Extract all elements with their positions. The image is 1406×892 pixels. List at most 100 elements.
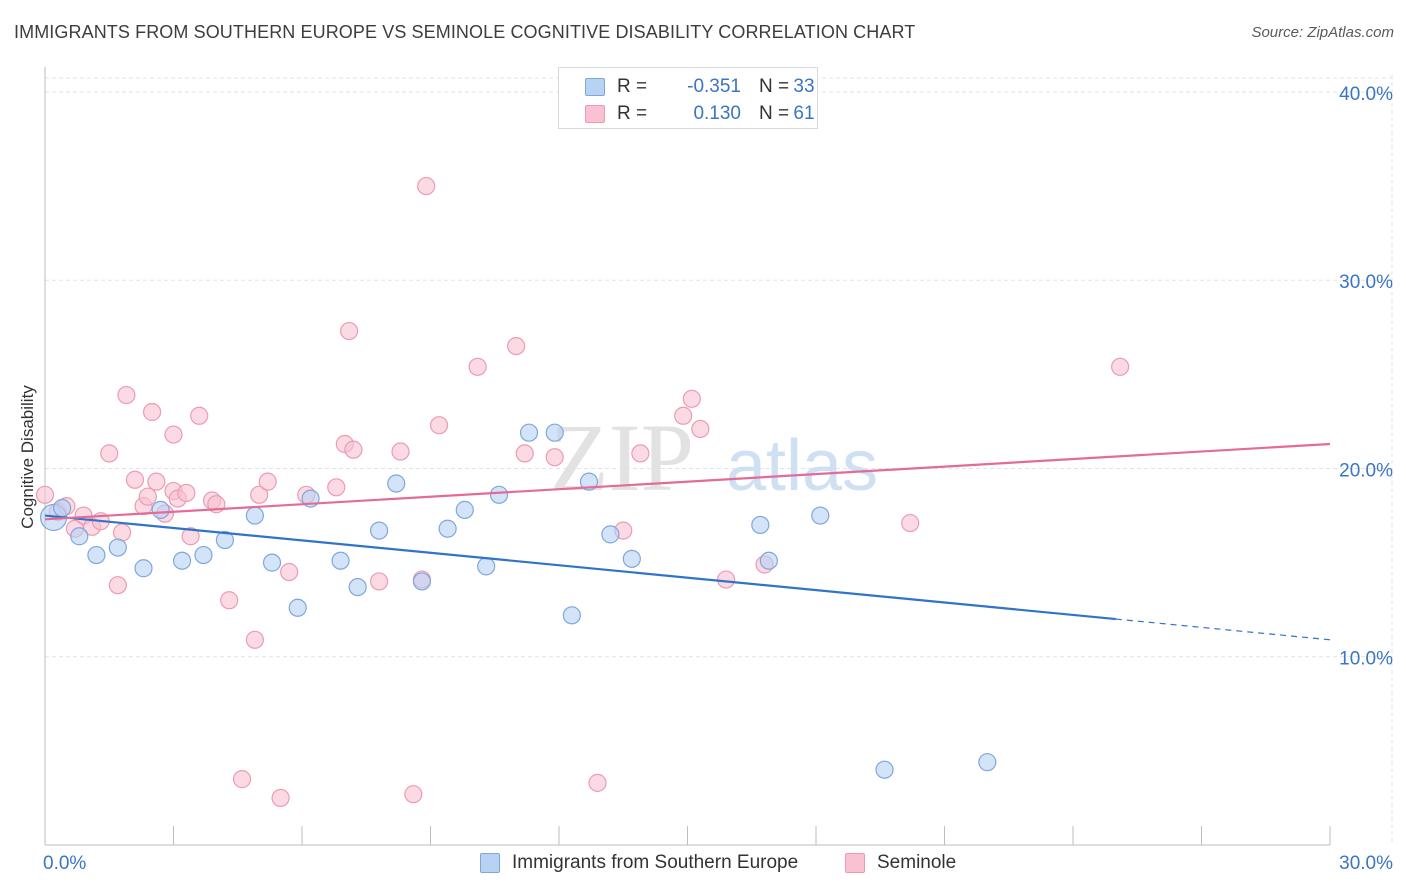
- seminole-point: [177, 483, 196, 503]
- immigrants-point: [108, 538, 127, 557]
- seminole-point: [901, 513, 920, 533]
- seminole-point: [35, 485, 55, 504]
- seminole-point: [220, 591, 239, 610]
- immigrants-point: [151, 500, 170, 519]
- seminole-point: [142, 402, 162, 422]
- immigrants-point: [579, 472, 599, 491]
- points-layer: [35, 176, 1130, 808]
- grid-layer: [45, 75, 1393, 845]
- seminole-point: [391, 442, 410, 461]
- seminole-point: [138, 487, 157, 506]
- seminole-point: [468, 357, 487, 376]
- seminole-point: [112, 523, 132, 542]
- immigrants-point: [70, 527, 89, 546]
- seminole-point: [164, 425, 183, 444]
- immigrants-point: [348, 577, 367, 597]
- seminole-point: [344, 440, 363, 459]
- immigrants-point: [134, 559, 153, 578]
- seminole-point: [147, 472, 166, 491]
- immigrants-point: [438, 519, 457, 538]
- immigrants-point: [288, 598, 307, 617]
- seminole-point: [588, 773, 607, 792]
- legend-label: Seminole: [877, 852, 957, 873]
- x-tick-label: 30.0%: [1339, 853, 1393, 874]
- immigrants-point: [811, 506, 830, 525]
- source-label: Source: ZipAtlas.com: [1251, 24, 1394, 41]
- seminole-point: [1111, 357, 1130, 376]
- seminole-point: [340, 321, 359, 341]
- r-label: R =: [617, 76, 648, 97]
- immigrants-point: [489, 485, 509, 504]
- seminole-point: [245, 630, 264, 649]
- legend-swatch-pink: [845, 853, 865, 873]
- immigrants-point: [759, 551, 778, 570]
- n-value: 61: [793, 103, 815, 124]
- seminole-point: [515, 444, 534, 463]
- legend-swatch-blue: [585, 78, 605, 96]
- y-tick-label: 20.0%: [1339, 460, 1393, 481]
- watermark-zip: ZIP: [550, 404, 694, 511]
- seminole-point: [429, 416, 449, 435]
- immigrants-point: [477, 557, 496, 576]
- immigrants-point: [87, 545, 106, 565]
- watermark-atlas: atlas: [726, 426, 878, 506]
- x-tick-label: 0.0%: [43, 853, 86, 874]
- seminole-point: [258, 472, 277, 491]
- immigrants-point: [875, 760, 894, 779]
- seminole-trendline: [44, 442, 1331, 521]
- seminole-point: [417, 176, 436, 196]
- legend-swatch-blue: [480, 853, 500, 873]
- seminole-point: [716, 570, 736, 589]
- seminole-point: [250, 485, 269, 504]
- immigrants-point: [519, 423, 539, 442]
- seminole-point: [108, 576, 127, 595]
- seminole-point: [631, 444, 650, 463]
- immigrants-point: [562, 606, 581, 625]
- immigrants-point: [370, 521, 389, 540]
- seminole-point: [545, 448, 564, 467]
- seminole-point: [280, 562, 299, 582]
- immigrants-trendline-extension: [1115, 618, 1331, 641]
- legend-swatch-pink: [585, 105, 605, 123]
- immigrants-point: [172, 551, 192, 570]
- seminole-point: [100, 444, 119, 463]
- trend-layer: [44, 442, 1331, 641]
- seminole-point: [404, 785, 423, 804]
- seminole-point: [691, 419, 710, 439]
- chart-title: IMMIGRANTS FROM SOUTHERN EUROPE VS SEMIN…: [14, 22, 916, 42]
- seminole-point: [232, 770, 252, 789]
- immigrants-point: [412, 572, 432, 591]
- seminole-point: [682, 389, 701, 408]
- immigrants-point: [545, 423, 564, 442]
- n-label: N =: [759, 76, 790, 97]
- y-tick-label: 30.0%: [1339, 272, 1393, 293]
- seminole-point: [181, 527, 200, 546]
- seminole-point: [190, 406, 209, 425]
- immigrants-point: [262, 553, 282, 572]
- immigrants-point: [53, 498, 72, 518]
- seminole-point: [370, 572, 389, 591]
- r-label: R =: [617, 103, 648, 124]
- immigrants-point: [978, 753, 997, 772]
- immigrants-point: [331, 551, 350, 570]
- n-label: N =: [759, 103, 790, 124]
- immigrants-point: [194, 545, 213, 565]
- seminole-point: [327, 478, 346, 497]
- r-value: 0.130: [693, 103, 741, 124]
- tick-label-layer: 10.0% 20.0% 30.0% 40.0% 0.0% 30.0%: [43, 84, 1393, 874]
- immigrants-point: [215, 530, 234, 550]
- y-tick-label: 10.0%: [1339, 649, 1393, 670]
- watermark: ZIP atlas: [550, 404, 878, 511]
- immigrants-point: [751, 515, 770, 535]
- immigrants-trendline: [44, 514, 1116, 621]
- n-value: 33: [793, 76, 815, 97]
- immigrants-point: [245, 506, 264, 525]
- legend-label: Immigrants from Southern Europe: [512, 852, 799, 873]
- y-tick-label: 40.0%: [1339, 84, 1393, 105]
- immigrants-point: [622, 549, 641, 568]
- seminole-point: [125, 470, 145, 489]
- immigrants-point: [601, 525, 620, 544]
- correlation-legend: R = -0.351 N = 33 R = 0.130 N = 61: [558, 67, 818, 129]
- seminole-point: [271, 788, 290, 808]
